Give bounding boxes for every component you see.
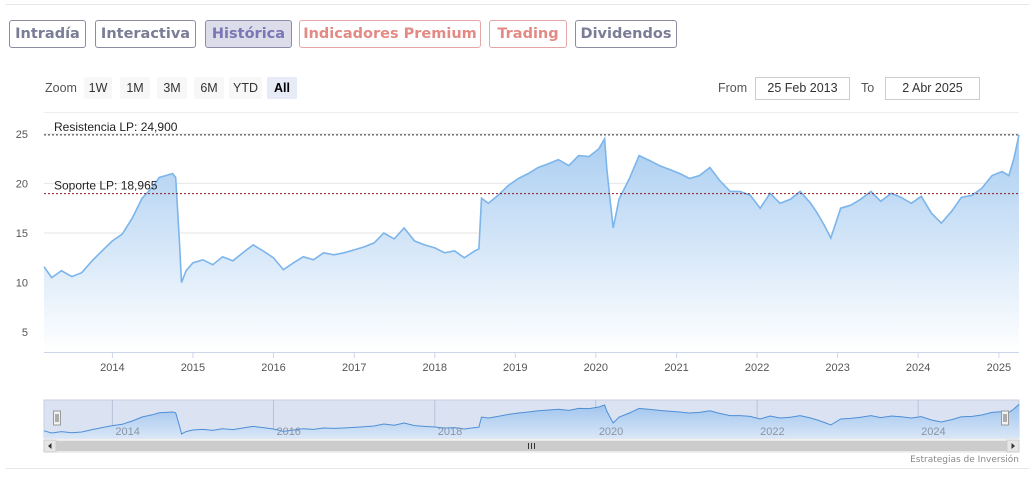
bottom-divider [6, 468, 1029, 469]
navigator-right-handle[interactable] [1001, 410, 1009, 426]
x-tick-label: 2014 [100, 362, 124, 374]
y-tick-label: 10 [16, 278, 28, 290]
top-divider [6, 4, 1029, 5]
navigator-line [43, 403, 1020, 435]
y-tick-label: 5 [22, 327, 28, 339]
x-tick-label: 2016 [261, 362, 285, 374]
navigator-tick-label: 2024 [921, 426, 945, 438]
zoom-1w-button[interactable]: 1W [84, 77, 112, 99]
navigator-tick-label: 2014 [115, 426, 139, 438]
navigator-tick-label: 2018 [438, 426, 462, 438]
zoom-all-button[interactable]: All [267, 77, 297, 99]
navigator-left-handle[interactable] [53, 410, 61, 426]
zoom-3m-button[interactable]: 3M [157, 77, 187, 99]
to-date-input[interactable]: 2 Abr 2025 [885, 77, 980, 100]
resistance-label: Resistencia LP: 24,900 [54, 120, 178, 134]
zoom-6m-button[interactable]: 6M [194, 77, 224, 99]
series-line [43, 134, 1020, 283]
zoom-ytd-button[interactable]: YTD [229, 77, 262, 99]
x-tick-label: 2018 [423, 362, 447, 374]
zoom-label: Zoom [45, 81, 77, 95]
y-axis: 5 10 15 20 25 [16, 129, 28, 339]
to-label: To [861, 81, 875, 95]
scroll-right-arrow-icon [1011, 443, 1015, 449]
chart-credit: Estrategias de Inversión [910, 455, 1019, 465]
tab-indicadores-premium[interactable]: Indicadores Premium [299, 20, 481, 48]
navigator-area [44, 404, 1019, 438]
tab-trading[interactable]: Trading [489, 20, 567, 48]
x-tick-label: 2025 [987, 362, 1011, 374]
chart-top-divider [44, 112, 1019, 113]
x-tick-label: 2019 [503, 362, 527, 374]
x-tick-label: 2021 [664, 362, 688, 374]
x-tick-label: 2024 [906, 362, 930, 374]
x-tick-label: 2022 [745, 362, 769, 374]
tab-intradia[interactable]: Intradía [9, 20, 86, 48]
x-tick-label: 2023 [825, 362, 849, 374]
scroll-left-arrow-icon [48, 443, 52, 449]
x-tick-label: 2015 [181, 362, 205, 374]
from-date-input[interactable]: 25 Feb 2013 [755, 77, 850, 100]
tab-interactiva[interactable]: Interactiva [95, 20, 196, 48]
navigator-tick-label: 2016 [276, 426, 300, 438]
from-label: From [718, 81, 748, 95]
navigator-tick-label: 2022 [760, 426, 784, 438]
tab-historica[interactable]: Histórica [205, 20, 292, 48]
y-tick-label: 20 [16, 178, 28, 190]
plot-lines: Resistencia LP: 24,900 Soporte LP: 18,965 [44, 120, 1019, 195]
tab-dividendos[interactable]: Dividendos [575, 20, 677, 48]
series-area [44, 134, 1019, 352]
y-tick-label: 15 [16, 228, 28, 240]
zoom-1m-button[interactable]: 1M [120, 77, 150, 99]
navigator-tick-label: 2020 [599, 426, 623, 438]
navigator[interactable]: 2014 2016 2018 2020 2022 2024 [43, 399, 1020, 453]
y-tick-label: 25 [16, 129, 28, 141]
price-series [43, 134, 1020, 352]
x-tick-label: 2017 [342, 362, 366, 374]
x-tick-label: 2020 [584, 362, 608, 374]
x-axis: 2014 2015 2016 2017 2018 2019 2020 2021 2022 2023… [44, 352, 1019, 374]
support-label: Soporte LP: 18,965 [54, 179, 158, 193]
